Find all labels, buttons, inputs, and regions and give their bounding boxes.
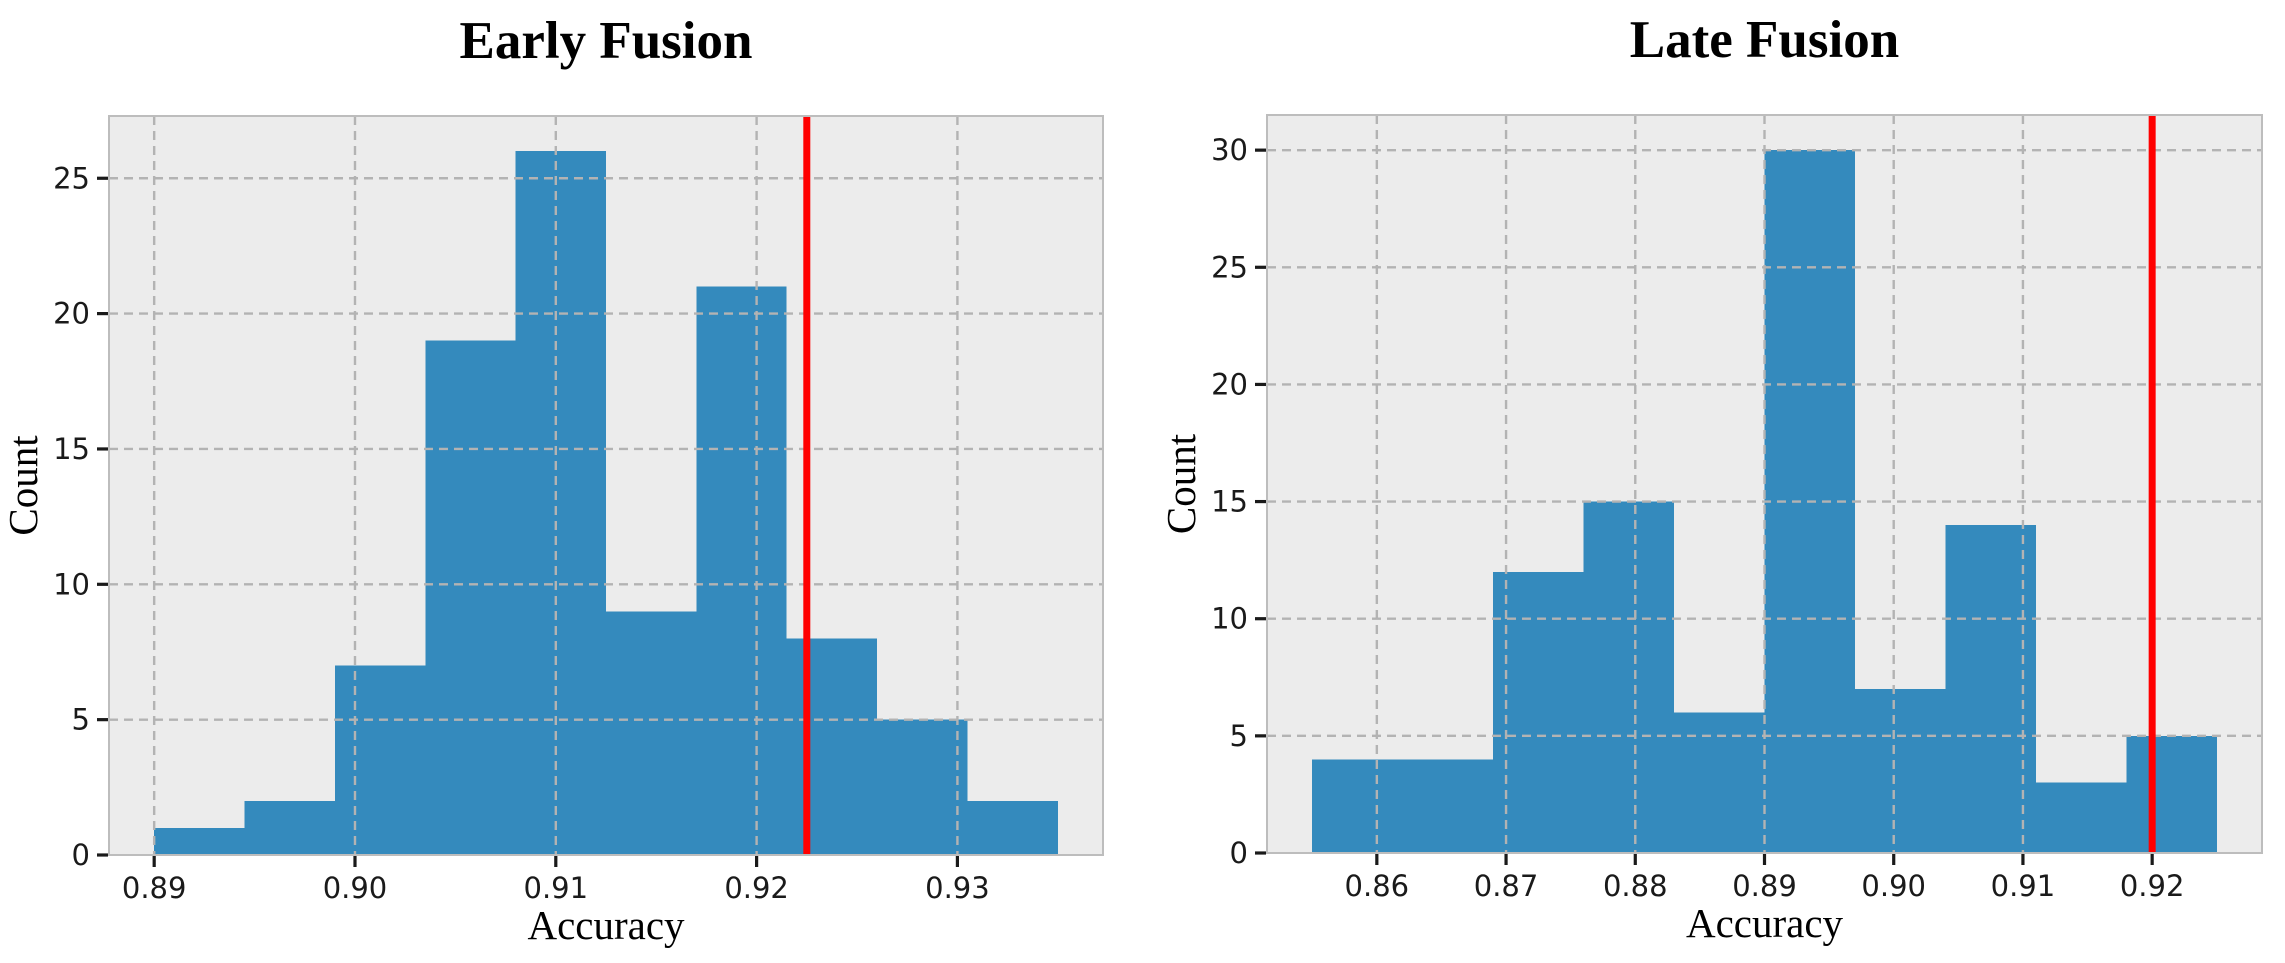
chart-title: Late Fusion	[1630, 11, 1899, 69]
x-tick-label: 0.92	[2120, 869, 2185, 903]
axes-spine	[108, 115, 1104, 856]
y-tick-label: 10	[1211, 602, 1248, 636]
y-tick-label: 20	[53, 297, 90, 331]
hist-bar	[1583, 501, 1675, 853]
hist-bar	[2126, 735, 2217, 853]
y-axis-label: Count	[0, 435, 46, 536]
hist-bar	[154, 827, 245, 855]
x-tick-label: 0.93	[925, 871, 990, 905]
hist-bar	[1854, 689, 1946, 853]
x-tick-label: 0.89	[122, 871, 187, 905]
x-tick-label: 0.92	[724, 871, 789, 905]
y-axis-label: Count	[1158, 433, 1204, 534]
x-tick-label: 0.88	[1603, 869, 1668, 903]
y-tick-label: 10	[53, 567, 90, 601]
hist-bar	[2035, 782, 2127, 853]
y-tick-label: 25	[53, 161, 90, 195]
hist-bar	[1312, 759, 1403, 853]
hist-bar	[696, 286, 787, 855]
y-tick-label: 30	[1211, 133, 1248, 167]
hist-bar	[786, 638, 878, 855]
hist-bar	[1945, 525, 2036, 853]
panel-late-fusion: 0.86 0.87 0.88 0.89 0.90 0.91 0.92 0 5 10 15 20 25 30…	[1158, 11, 2263, 946]
x-tick-label: 0.86	[1345, 869, 1410, 903]
x-tick-label: 0.89	[1732, 869, 1797, 903]
x-axis-label: Accuracy	[527, 902, 685, 948]
y-tick-label: 5	[1230, 719, 1248, 753]
hist-bar	[425, 340, 516, 856]
hist-bar	[334, 665, 426, 855]
x-tick-label: 0.90	[323, 871, 388, 905]
y-tick-label: 0	[1230, 836, 1248, 870]
axes-spine	[1266, 114, 2263, 854]
y-tick-label: 20	[1211, 367, 1248, 401]
chart-title: Early Fusion	[459, 12, 752, 70]
x-tick-label: 0.91	[1991, 869, 2056, 903]
y-tick-label: 0	[72, 838, 90, 872]
y-tick-label: 15	[53, 432, 90, 466]
x-tick-label: 0.91	[524, 871, 589, 905]
hist-bar	[515, 151, 606, 855]
y-tick-label: 15	[1211, 485, 1248, 519]
x-tick-label: 0.90	[1861, 869, 1926, 903]
hist-bar	[244, 800, 335, 855]
x-axis-label: Accuracy	[1686, 900, 1844, 946]
x-tick-label: 0.87	[1474, 869, 1539, 903]
hist-bar	[877, 719, 968, 855]
y-tick-label: 5	[72, 703, 90, 737]
panel-early-fusion: 0.89 0.90 0.91 0.92 0.93 0 5 10 15 20 25 Early Fusi…	[0, 12, 1104, 948]
hist-bar	[1402, 759, 1494, 853]
hist-bar	[1674, 712, 1765, 853]
hist-bar	[606, 611, 697, 855]
hist-bar	[967, 800, 1058, 855]
y-tick-label: 25	[1211, 250, 1248, 284]
